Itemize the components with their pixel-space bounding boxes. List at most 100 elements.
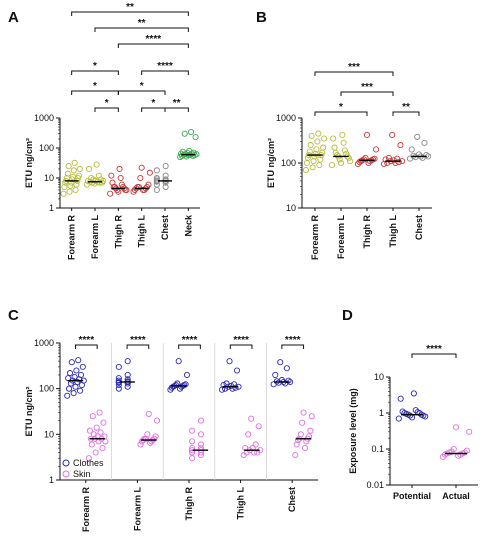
data-point bbox=[162, 179, 169, 186]
data-point bbox=[68, 179, 75, 186]
data-point bbox=[64, 170, 71, 177]
significance-label: **** bbox=[130, 335, 146, 346]
data-point bbox=[314, 138, 321, 145]
y-tick-label: 100 bbox=[281, 158, 296, 168]
data-point bbox=[96, 409, 103, 416]
data-point bbox=[248, 415, 255, 422]
x-tick-label: Thigh R bbox=[362, 215, 372, 249]
data-point bbox=[172, 382, 179, 389]
data-point bbox=[115, 382, 122, 389]
data-point bbox=[306, 148, 313, 155]
data-point bbox=[93, 161, 100, 168]
panel-C: C 1 10 100 1000 ETU ng/cm² Forearm R Forearm L T… bbox=[8, 307, 318, 532]
data-point bbox=[109, 179, 116, 186]
data-point bbox=[414, 133, 421, 140]
data-point bbox=[182, 381, 189, 388]
data-point bbox=[337, 159, 345, 167]
data-point bbox=[64, 392, 71, 399]
data-point bbox=[144, 431, 151, 438]
data-point bbox=[183, 371, 190, 378]
data-point bbox=[146, 169, 153, 176]
data-point bbox=[162, 172, 169, 179]
data-point bbox=[71, 373, 78, 381]
data-point bbox=[72, 186, 79, 193]
data-point bbox=[300, 409, 307, 416]
y-tick-label: 10 bbox=[286, 203, 296, 213]
significance-label: **** bbox=[233, 335, 249, 346]
x-tick-label: Thigh L bbox=[137, 215, 147, 248]
data-point bbox=[272, 371, 279, 378]
data-point bbox=[178, 150, 185, 157]
data-point bbox=[423, 152, 430, 159]
y-tick-label: 1 bbox=[379, 408, 384, 418]
significance-label: **** bbox=[146, 34, 162, 45]
data-point bbox=[93, 424, 100, 431]
data-point bbox=[88, 441, 95, 448]
data-point bbox=[75, 357, 82, 364]
data-point bbox=[303, 159, 310, 167]
data-point bbox=[328, 162, 335, 169]
data-point bbox=[124, 358, 131, 365]
significance-label: * bbox=[151, 98, 155, 109]
data-point bbox=[115, 375, 122, 382]
significance-label: **** bbox=[426, 344, 442, 355]
y-tick-label: 10 bbox=[44, 429, 54, 439]
x-tick-label: Actual bbox=[442, 491, 470, 501]
data-point bbox=[153, 186, 160, 193]
data-point bbox=[197, 441, 205, 448]
data-point bbox=[347, 158, 354, 165]
y-tick-label: 1 bbox=[49, 203, 54, 213]
data-point bbox=[110, 183, 117, 191]
data-point bbox=[152, 433, 159, 440]
data-point bbox=[188, 129, 195, 136]
data-point bbox=[153, 174, 160, 182]
y-tick-label: 1 bbox=[49, 475, 54, 485]
y-tick-label: 100 bbox=[39, 143, 54, 153]
data-point bbox=[99, 445, 106, 452]
data-point bbox=[85, 455, 92, 462]
significance-bracket bbox=[281, 344, 305, 349]
data-point bbox=[421, 139, 428, 146]
data-point bbox=[77, 371, 85, 378]
panel-letter: B bbox=[256, 9, 267, 26]
significance-label: * bbox=[140, 81, 144, 92]
data-point bbox=[90, 431, 97, 438]
data-point bbox=[153, 417, 161, 424]
legend-marker bbox=[62, 459, 70, 467]
data-point bbox=[340, 139, 347, 146]
data-point bbox=[331, 144, 338, 151]
y-tick-label: 0.01 bbox=[366, 480, 384, 490]
data-point bbox=[197, 431, 205, 438]
data-point bbox=[341, 147, 348, 154]
data-point bbox=[356, 158, 363, 166]
x-tick-label: Forearm R bbox=[67, 215, 77, 261]
data-point bbox=[330, 135, 337, 142]
data-point bbox=[66, 188, 73, 195]
panel-B: B 10 100 1000 ETU ng/cm² Forearm R Forearm L Th… bbox=[256, 9, 432, 260]
x-tick-label: Forearm R bbox=[81, 487, 91, 533]
y-tick-label: 1000 bbox=[34, 113, 54, 123]
y-tick-label: 10 bbox=[44, 173, 54, 183]
significance-bracket bbox=[340, 91, 394, 96]
data-point bbox=[315, 130, 322, 137]
x-tick-label: Forearm L bbox=[132, 487, 142, 532]
significance-bracket bbox=[392, 111, 420, 116]
data-point bbox=[117, 174, 124, 182]
data-point bbox=[145, 181, 152, 188]
panel-letter: A bbox=[8, 9, 19, 26]
data-point bbox=[311, 153, 318, 160]
data-point bbox=[108, 172, 115, 179]
data-point bbox=[412, 407, 419, 414]
significance-bracket bbox=[74, 344, 98, 349]
legend-marker bbox=[62, 470, 70, 478]
data-point bbox=[181, 382, 188, 389]
data-point bbox=[89, 413, 96, 420]
data-point bbox=[175, 358, 182, 365]
y-tick-label: 0.1 bbox=[371, 444, 384, 454]
data-point bbox=[162, 183, 169, 191]
significance-label: ** bbox=[402, 102, 410, 113]
data-point bbox=[76, 165, 83, 173]
data-point bbox=[252, 441, 259, 448]
significance-label: **** bbox=[157, 61, 173, 72]
data-point bbox=[401, 409, 408, 417]
